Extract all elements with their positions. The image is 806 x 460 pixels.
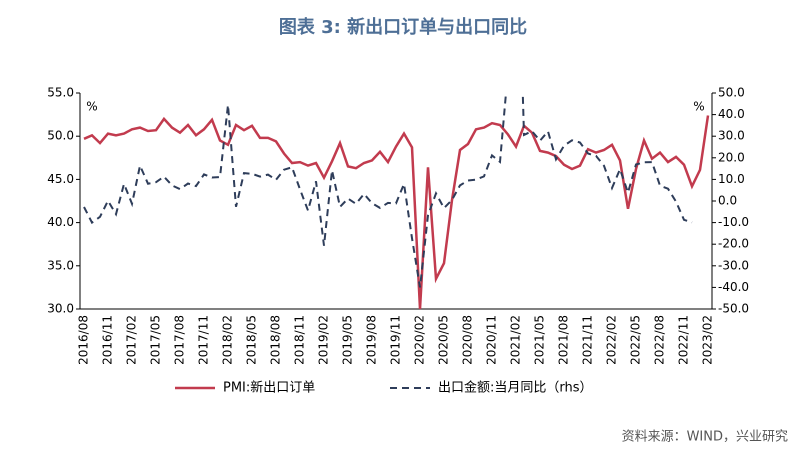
x-tick-label: 2020/11	[485, 315, 499, 365]
source: 资料来源：WIND，兴业研究	[622, 430, 788, 445]
y2-tick-label: -30.0	[718, 258, 749, 272]
y2-tick-label: -50.0	[718, 302, 749, 316]
x-tick-label: 2017/11	[197, 315, 211, 365]
x-tick-label: 2021/11	[581, 315, 595, 365]
y2-tick-label: 50.0	[718, 86, 745, 100]
y2-tick-label: 10.0	[718, 172, 745, 186]
y-tick-label: 45.0	[47, 172, 74, 186]
chart-title: 图表 3: 新出口订单与出口同比	[279, 16, 527, 38]
y2-tick-label: -20.0	[718, 237, 749, 251]
x-tick-label: 2017/08	[173, 315, 187, 365]
plot-area	[83, 92, 710, 310]
x-tick-label: 2022/08	[653, 315, 667, 365]
y-tick-label: 50.0	[47, 129, 74, 143]
y2-tick-label: 30.0	[718, 129, 745, 143]
x-tick-label: 2017/02	[125, 315, 139, 365]
legend-label: 出口金额:当月同比（rhs）	[438, 380, 593, 396]
y-tick-label: 40.0	[47, 215, 74, 229]
y2-tick-label: 20.0	[718, 150, 745, 164]
x-tick-label: 2022/02	[605, 315, 619, 365]
series-line	[83, 92, 693, 288]
x-tick-label: 2018/05	[245, 315, 259, 365]
legend-label: PMI:新出口订单	[223, 380, 315, 396]
series-line	[83, 115, 710, 310]
x-tick-label: 2018/02	[221, 315, 235, 365]
x-tick-label: 2020/05	[437, 315, 451, 365]
x-tick-label: 2021/05	[533, 315, 547, 365]
x-tick-label: 2021/02	[509, 315, 523, 365]
x-tick-label: 2022/11	[677, 315, 691, 365]
x-tick-label: 2018/11	[293, 315, 307, 365]
y2-tick-label: 40.0	[718, 107, 745, 121]
x-tick-label: 2022/05	[629, 315, 643, 365]
x-tick-label: 2019/05	[341, 315, 355, 365]
x-tick-label: 2018/08	[269, 315, 283, 365]
x-tick-label: 2019/08	[365, 315, 379, 365]
x-tick-label: 2020/08	[461, 315, 475, 365]
x-tick-label: 2016/08	[77, 315, 91, 365]
x-tick-label: 2020/02	[413, 315, 427, 365]
y2-tick-label: -40.0	[718, 280, 749, 294]
x-tick-label: 2023/02	[701, 315, 715, 365]
right-unit: %	[693, 100, 704, 114]
y2-tick-label: 0.0	[718, 194, 737, 208]
x-tick-label: 2019/02	[317, 315, 331, 365]
x-tick-label: 2017/05	[149, 315, 163, 365]
y-tick-label: 35.0	[47, 258, 74, 272]
y-tick-label: 55.0	[47, 86, 74, 100]
x-tick-label: 2019/11	[389, 315, 403, 365]
y2-tick-label: -10.0	[718, 215, 749, 229]
x-tick-label: 2021/08	[557, 315, 571, 365]
left-unit: %	[86, 100, 97, 114]
x-tick-label: 2016/11	[101, 315, 115, 365]
y-tick-label: 30.0	[47, 302, 74, 316]
